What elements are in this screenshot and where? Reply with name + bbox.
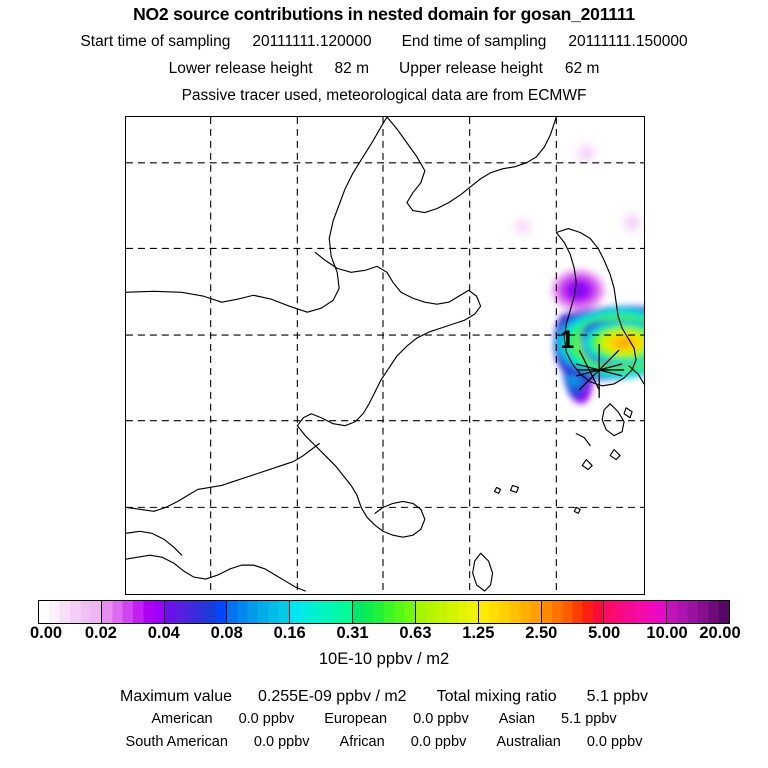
start-time-value: 20111111.120000: [252, 33, 372, 50]
colorbar-unit-label: 10E-10 ppbv / m2: [318, 650, 450, 668]
colorbar-segment-7: [478, 601, 542, 623]
colorbar-segment-9: [604, 601, 668, 623]
plume-faint-patches: [513, 142, 642, 235]
plume-core: [580, 320, 644, 366]
sampling-times-line: Start time of sampling 20111111.120000 E…: [0, 33, 768, 51]
colorbar-tick-9: 5.00: [588, 624, 621, 642]
region-american-value: 0.0 ppbv: [238, 711, 295, 727]
upper-height-label: Upper release height: [399, 60, 543, 77]
stats-region-row-2: South American 0.0 ppbv African 0.0 ppbv…: [0, 734, 768, 750]
stats-summary-row: Maximum value 0.255E-09 ppbv / m2 Total …: [0, 688, 768, 706]
colorbar-tick-3: 0.08: [210, 624, 243, 642]
max-value-label: Maximum value: [119, 688, 233, 705]
end-time-label: End time of sampling: [401, 33, 547, 50]
region-european-label: European: [324, 711, 388, 727]
colorbar-tick-2: 0.04: [147, 624, 180, 642]
plume-violet-lobe: [550, 268, 607, 313]
colorbar-segment-5: [353, 601, 416, 623]
region-african-value: 0.0 ppbv: [410, 734, 467, 750]
page-title: NO2 source contributions in nested domai…: [133, 4, 635, 24]
region-african-label: African: [339, 734, 385, 750]
start-time-label: Start time of sampling: [80, 33, 231, 50]
upper-height-value: 62 m: [564, 60, 600, 77]
region-asian-value: 5.1 ppbv: [561, 711, 617, 727]
colorbar-tick-1: 0.02: [84, 624, 117, 642]
region-australian-label: Australian: [496, 734, 561, 750]
total-mixing-label: Total mixing ratio: [436, 688, 557, 705]
lower-height-label: Lower release height: [168, 60, 313, 77]
end-time-value: 20111111.150000: [568, 33, 688, 50]
region-australian-value: 0.0 ppbv: [586, 734, 643, 750]
colorbar-tick-6: 0.63: [399, 624, 432, 642]
colorbar-tick-4: 0.16: [273, 624, 306, 642]
region-european-value: 0.0 ppbv: [413, 711, 469, 727]
lower-height-value: 82 m: [334, 60, 369, 77]
colorbar-segment-8: [541, 601, 605, 623]
colorbar-tick-labels: 0.00 0.02 0.04 0.08 0.16 0.31 0.63 1.25 2.50 5.00…: [0, 624, 768, 646]
colorbar-segment-6: [415, 601, 479, 623]
region-american-label: American: [151, 711, 213, 727]
coastlines: [126, 117, 644, 592]
map-gridlines: [126, 117, 644, 594]
colorbar-tick-7: 1.25: [462, 624, 495, 642]
asterisk-marker: [576, 344, 625, 398]
max-value-value: 0.255E-09 ppbv / m2: [258, 688, 407, 705]
colorbar[interactable]: [38, 600, 730, 624]
map-panel: 1: [125, 116, 645, 595]
colorbar-segment-2: [164, 601, 228, 623]
region-south-american-value: 0.0 ppbv: [253, 734, 310, 750]
colorbar-segment-3: [227, 601, 291, 623]
colorbar-segment-1: [101, 601, 165, 623]
colorbar-segment-0: [39, 601, 102, 623]
colorbar-tick-8: 2.50: [525, 624, 558, 642]
colorbar-segment-10: [667, 601, 729, 623]
colorbar-tick-11: 20.00: [699, 624, 741, 642]
stats-region-row-1: American 0.0 ppbv European 0.0 ppbv Asia…: [0, 711, 768, 727]
tracer-note: Passive tracer used, meteorological data…: [181, 87, 587, 104]
release-heights-line: Lower release height 82 m Upper release …: [0, 60, 768, 78]
colorbar-segment-4: [290, 601, 354, 623]
colorbar-tick-5: 0.31: [336, 624, 369, 642]
colorbar-tick-10: 10.00: [646, 624, 688, 642]
region-south-american-label: South American: [125, 734, 228, 750]
map-canvas: 1: [126, 117, 644, 594]
region-asian-label: Asian: [498, 711, 536, 727]
total-mixing-value: 5.1 ppbv: [586, 688, 648, 705]
colorbar-tick-0: 0.00: [29, 624, 63, 642]
contour-label: 1: [560, 326, 574, 354]
